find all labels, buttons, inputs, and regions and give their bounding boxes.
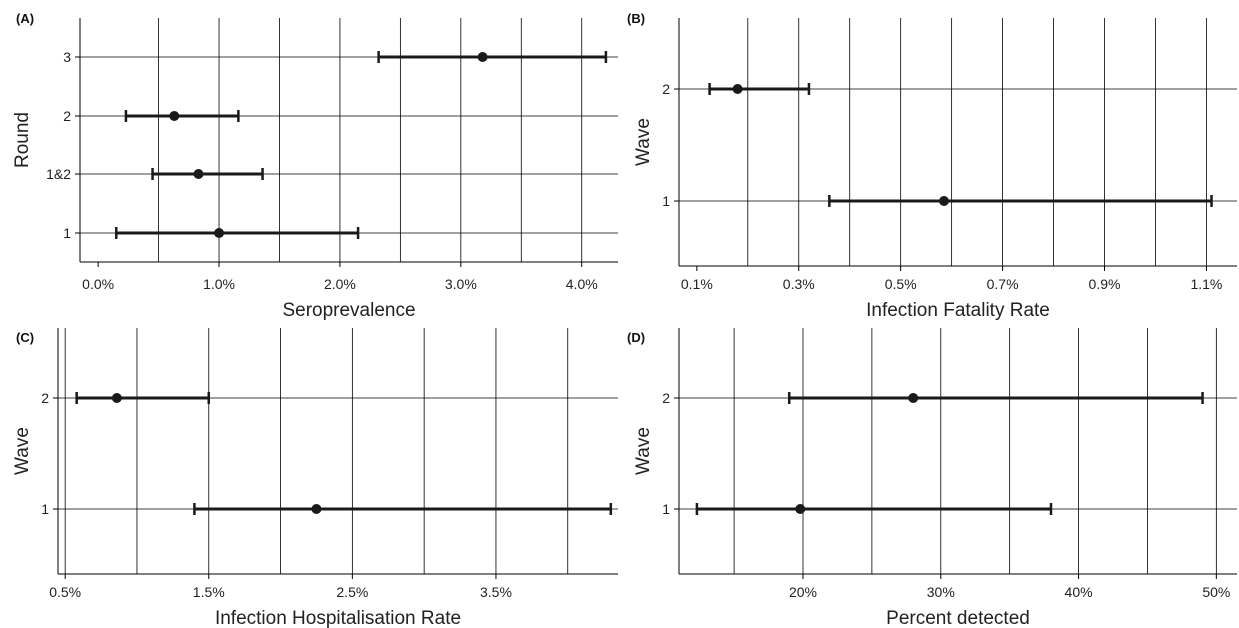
panel-b-label: (B) bbox=[627, 11, 645, 26]
panel-c-point bbox=[311, 504, 322, 514]
panel-d-x-tick-label: 30% bbox=[927, 584, 955, 600]
panel-a-x-tick-label: 4.0% bbox=[566, 276, 598, 292]
panel-b-x-tick-label: 1.1% bbox=[1190, 276, 1222, 292]
panel-a-x-tick-label: 1.0% bbox=[203, 276, 235, 292]
panel-d-y-tick-label: 2 bbox=[662, 390, 670, 406]
panel-d-x-tick-label: 40% bbox=[1065, 584, 1093, 600]
panel-b-y-tick-label: 1 bbox=[662, 193, 670, 209]
panel-b-point bbox=[732, 84, 743, 94]
panel-b-x-tick-label: 0.1% bbox=[681, 276, 713, 292]
panel-c-x-tick-label: 1.5% bbox=[193, 584, 225, 600]
panel-d-point bbox=[908, 393, 919, 403]
panel-a-y-title: Round bbox=[12, 112, 33, 168]
panel-a-y-tick-label: 1&2 bbox=[46, 166, 71, 182]
panel-b-y-tick-label: 2 bbox=[662, 81, 670, 97]
panel-d-x-tick-label: 20% bbox=[789, 584, 817, 600]
panel-a-point bbox=[477, 52, 488, 62]
panel-a-point bbox=[214, 228, 225, 238]
panel-d-x-title: Percent detected bbox=[886, 608, 1030, 628]
panel-d-y-title: Wave bbox=[633, 427, 654, 475]
panel-b-x-title: Infection Fatality Rate bbox=[866, 300, 1050, 321]
panel-c-x-tick-label: 0.5% bbox=[49, 584, 81, 600]
panel-a-y-tick-label: 3 bbox=[63, 49, 71, 65]
panel-b-point bbox=[938, 196, 949, 206]
panel-d-x-tick-label: 50% bbox=[1202, 584, 1230, 600]
panel-d-y-tick-label: 1 bbox=[662, 501, 670, 517]
panel-a-x-title: Seroprevalence bbox=[282, 300, 415, 321]
panel-c-x-tick-label: 3.5% bbox=[480, 584, 512, 600]
panel-a-point bbox=[169, 111, 180, 121]
panel-c-y-tick-label: 2 bbox=[41, 390, 49, 406]
panel-a-x-tick-label: 0.0% bbox=[82, 276, 114, 292]
panel-c-x-tick-label: 2.5% bbox=[336, 584, 368, 600]
panel-b-x-tick-label: 0.9% bbox=[1089, 276, 1121, 292]
panel-b-x-tick-label: 0.7% bbox=[987, 276, 1019, 292]
panel-a-x-tick-label: 2.0% bbox=[324, 276, 356, 292]
panel-a-y-tick-label: 1 bbox=[63, 225, 71, 241]
panel-d-label: (D) bbox=[627, 330, 645, 345]
panel-a-y-tick-label: 2 bbox=[63, 108, 71, 124]
panel-c-point bbox=[111, 393, 122, 403]
panel-b-x-tick-label: 0.5% bbox=[885, 276, 917, 292]
panel-b-y-title: Wave bbox=[633, 118, 654, 166]
panel-d-point bbox=[795, 504, 806, 514]
panel-c-y-tick-label: 1 bbox=[41, 501, 49, 517]
panel-a-x-tick-label: 3.0% bbox=[445, 276, 477, 292]
panel-c-x-title: Infection Hospitalisation Rate bbox=[215, 608, 461, 628]
panel-c-label: (C) bbox=[16, 330, 34, 345]
panel-b-x-tick-label: 0.3% bbox=[783, 276, 815, 292]
panel-c-y-title: Wave bbox=[12, 427, 33, 475]
panel-a-label: (A) bbox=[16, 11, 34, 26]
panel-a-point bbox=[193, 169, 204, 179]
